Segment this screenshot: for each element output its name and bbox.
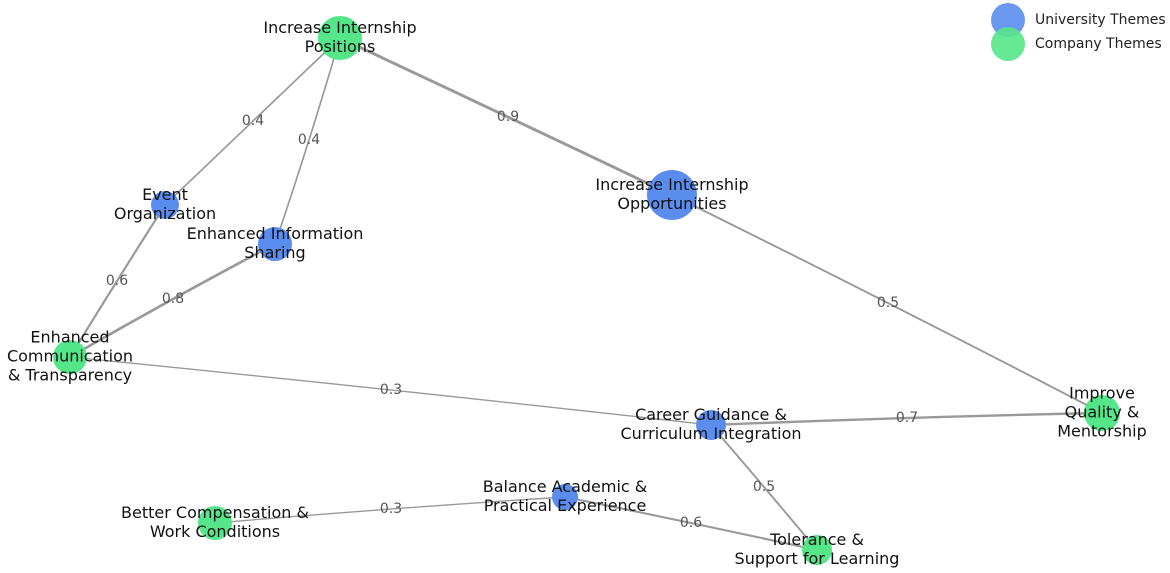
node-label: Better Compensation & [121,503,309,522]
node-label: Practical Experience [484,496,647,515]
node-label: Increase Internship [595,175,748,194]
node-label: Increase Internship [263,18,416,37]
edge [214,496,566,524]
edge-weight-label: 0.5 [877,295,899,311]
edge [164,37,341,206]
edge [564,495,818,552]
node [151,191,179,219]
node [198,506,232,540]
node-label: & Transparency [8,366,132,385]
edge [274,37,341,245]
edge [339,36,673,197]
node-label: Tolerance & [769,530,864,549]
edge [69,356,712,426]
node [318,16,362,60]
node [696,410,726,440]
edge [710,411,1103,427]
edge-weight-label: 0.3 [380,382,402,398]
node [258,227,292,261]
legend-label: University Themes [1035,12,1166,28]
nodes [53,16,1120,565]
edge-weight-label: 0.6 [680,515,702,531]
edge-weight-label: 0.8 [162,291,184,307]
edge [69,204,166,358]
node-label: Enhanced [30,328,109,347]
edge-weight-label: 0.4 [298,132,320,148]
legend-label: Company Themes [1035,36,1162,52]
node-label: Improve [1069,384,1135,403]
node-label: Career Guidance & [635,405,787,424]
node-label: Positions [305,37,376,56]
node-label: Enhanced Information [187,224,364,243]
node-label: Mentorship [1057,422,1147,441]
edge-weight-label: 0.6 [106,273,128,289]
edge-weight-label: 0.4 [242,113,264,129]
node [53,340,87,374]
node-label: Opportunities [617,194,726,213]
node [802,535,832,565]
edge-weight-label: 0.3 [380,501,402,517]
edge-weight-label: 0.5 [753,479,775,495]
edge [710,424,818,551]
node [552,484,578,510]
node-label: Sharing [244,243,305,262]
labels: 0.4 0.4 0.9 0.5 0.6 0.8 0.3 0.7 0.5 0.3 0.6 Increas… [7,18,1147,568]
node-label: Organization [114,204,216,223]
node-label: Event [142,185,188,204]
node-label: Support for Learning [735,549,900,568]
node-label: Communication [7,347,133,366]
node-label: Quality & [1065,403,1140,422]
edge [69,242,276,359]
edges [69,36,1103,552]
legend-swatch [991,27,1025,61]
node [1084,395,1120,431]
edge-weight-label: 0.9 [497,109,519,125]
legend: University Themes Company Themes [991,3,1166,61]
edge-weight-label: 0.7 [896,410,918,426]
node-label: Work Conditions [150,522,280,541]
node [647,170,697,220]
edge [671,194,1103,414]
legend-swatch [991,3,1025,37]
node-label: Curriculum Integration [621,424,802,443]
node-label: Balance Academic & [483,477,648,496]
